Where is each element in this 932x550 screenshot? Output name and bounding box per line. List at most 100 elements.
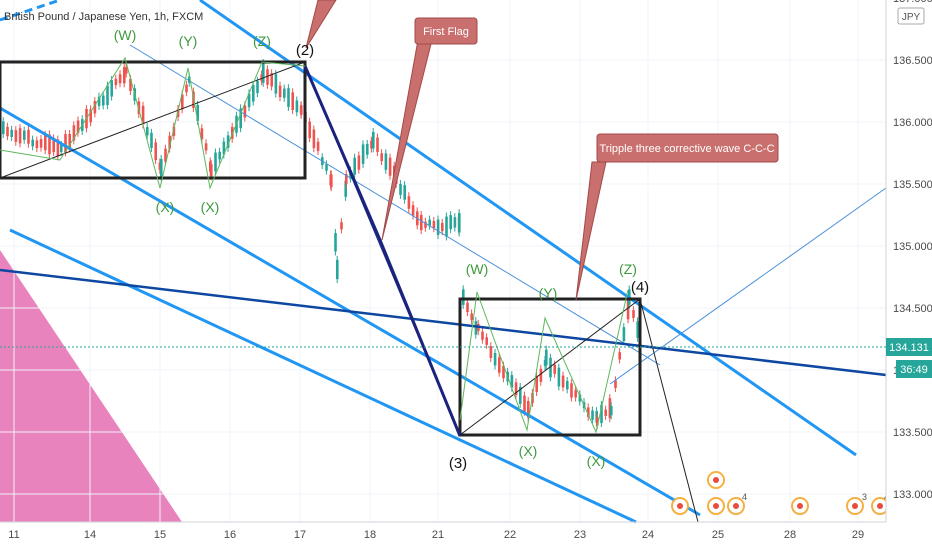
price-tick: 136.500	[893, 55, 932, 67]
candle	[76, 120, 80, 133]
candle	[591, 410, 594, 420]
candle	[334, 233, 337, 252]
candle	[106, 85, 109, 106]
candle	[23, 130, 26, 140]
candle	[449, 215, 452, 230]
candle	[222, 141, 226, 155]
candle	[141, 105, 145, 125]
candle	[519, 386, 522, 404]
candle	[291, 92, 294, 110]
channel-line-lower	[9, 228, 637, 524]
candle	[345, 173, 348, 184]
candle	[596, 417, 599, 426]
pink-zone	[0, 250, 182, 522]
wave-label-lower: (W)	[466, 261, 489, 277]
candle	[570, 383, 573, 398]
candle	[146, 127, 149, 136]
candle	[403, 185, 406, 200]
candle	[485, 337, 488, 345]
price-tick: 134.500	[893, 303, 932, 315]
candle	[614, 380, 617, 389]
candle	[357, 155, 361, 170]
candle	[353, 157, 356, 175]
impulse-label: (3)	[449, 455, 467, 472]
timer-text: 36:49	[900, 364, 928, 376]
candle	[239, 108, 242, 129]
impulse-wave-thin	[304, 65, 461, 437]
diag-lower	[459, 298, 641, 436]
candle	[274, 74, 278, 94]
candle	[632, 310, 635, 318]
current-price-badge	[886, 338, 932, 356]
candle	[64, 134, 67, 153]
candle	[489, 346, 493, 358]
candle	[458, 213, 461, 233]
event-dot-icon	[713, 477, 719, 483]
price-tick: 135.500	[893, 179, 932, 191]
candle	[93, 101, 97, 114]
candle	[312, 129, 316, 149]
candle	[56, 139, 60, 157]
grid	[0, 0, 886, 522]
candle	[561, 375, 565, 388]
event-count: 3	[862, 492, 867, 502]
candle	[300, 105, 303, 115]
candle	[44, 134, 47, 151]
wave-label-upper: (Z)	[253, 33, 271, 49]
candle	[10, 129, 13, 137]
time-tick: 23	[574, 529, 586, 541]
candle	[587, 407, 590, 417]
candle	[399, 184, 402, 195]
candle	[636, 321, 639, 338]
wave-label-lower: (X)	[519, 443, 538, 459]
candle	[6, 126, 9, 137]
labels: (W) (Y) (Z) (X) (X) (W) (Y) (Z) (X) (X) (2) (3) (4) F…	[114, 26, 889, 515]
candle	[123, 67, 126, 84]
candle	[384, 153, 388, 170]
candle	[188, 76, 191, 83]
flag-box-lower	[458, 297, 642, 437]
candle	[39, 139, 43, 148]
trend-line	[0, 268, 887, 377]
candle	[336, 259, 339, 280]
candle	[407, 196, 411, 209]
candle	[462, 289, 465, 305]
impulse-label: (4)	[631, 279, 649, 296]
event-dot-icon	[677, 503, 683, 509]
candle	[204, 143, 208, 151]
candle	[200, 128, 204, 140]
breakout-line	[609, 187, 887, 385]
candle	[608, 398, 612, 419]
candle	[114, 78, 118, 86]
candle	[97, 96, 101, 106]
candle	[545, 349, 548, 366]
impulse-wave	[303, 65, 462, 437]
currency-badge[interactable]	[897, 7, 925, 25]
candle	[424, 221, 427, 228]
event-dot-icon	[877, 503, 883, 509]
time-tick: 29	[852, 529, 864, 541]
time-tick: 16	[224, 529, 236, 541]
time-tick: 15	[154, 529, 166, 541]
candle	[610, 406, 613, 416]
candle	[578, 394, 582, 402]
candle	[110, 80, 113, 97]
candle	[31, 139, 34, 147]
candle	[600, 404, 603, 424]
candle	[18, 128, 22, 144]
candle	[89, 109, 92, 123]
candle	[453, 217, 457, 228]
time-tick: 14	[84, 529, 96, 541]
candle	[278, 85, 282, 98]
candle	[361, 144, 365, 164]
candle	[553, 364, 556, 374]
candle	[574, 390, 577, 398]
wave-label-lower: (X)	[587, 453, 606, 469]
candle	[129, 78, 132, 92]
candle	[118, 74, 122, 84]
candle	[210, 164, 213, 177]
top-callout-pointer	[305, 0, 337, 49]
candle	[330, 174, 333, 188]
